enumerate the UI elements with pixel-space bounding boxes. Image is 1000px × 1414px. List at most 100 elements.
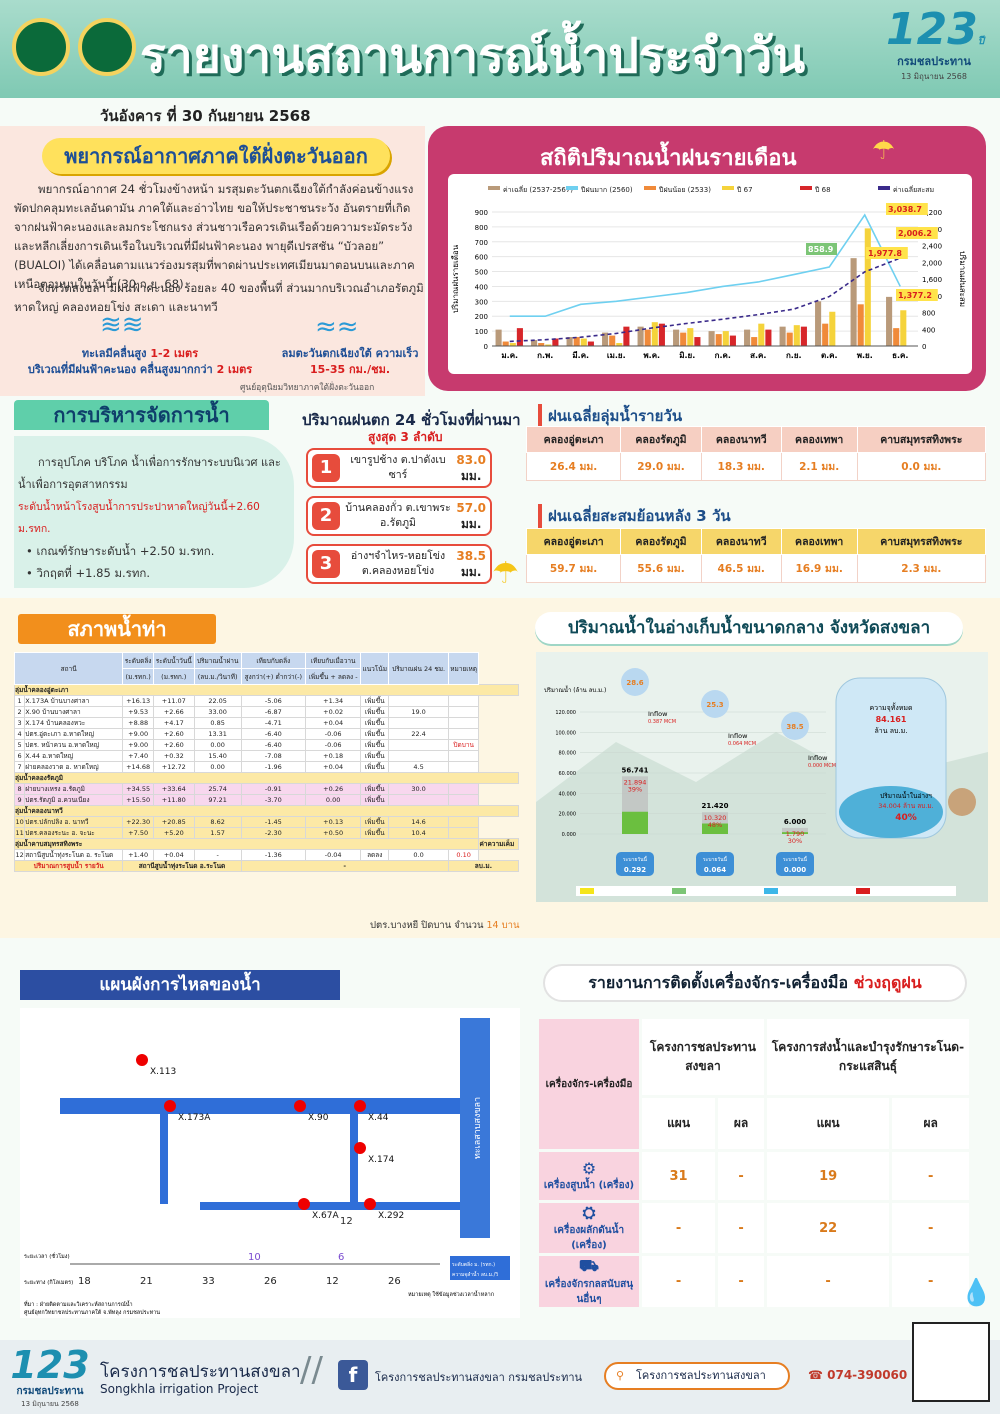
row-label-time: ระยะเวลา (ชั่วโมง) [24, 1252, 70, 1260]
bar [516, 328, 523, 346]
facebook-page-link[interactable]: โครงการชลประทานสงขลา กรมชลประทาน [375, 1371, 583, 1384]
basin-value: 46.5 มม. [700, 554, 782, 583]
bar [495, 329, 502, 346]
dock-cell: 0.00 [305, 794, 362, 806]
legend-swatch [488, 186, 500, 190]
th-basin: คาบสมุทรสทิงพระ [856, 528, 987, 555]
annotation-label: 1,977.8 [868, 249, 902, 258]
dock-cell: 30.0 [388, 783, 449, 795]
bar [864, 228, 871, 346]
bar [800, 326, 807, 346]
station-marker [354, 1100, 366, 1112]
dock-cell: 4.5 [388, 761, 449, 773]
volume-label: 10.320 [704, 814, 727, 822]
th-station: สถานี [13, 652, 124, 685]
rain24-title: ปริมาณฝนตก 24 ชั่วโมงที่ผ่านมา [302, 411, 521, 429]
dock-cell: 0.0 [388, 849, 449, 861]
th-unit: (ม.รทก.) [152, 668, 195, 685]
dock-cell: +0.50 [305, 827, 362, 839]
dock-cell: -0.04 [305, 849, 362, 861]
y2-tick-label: 800 [922, 310, 935, 318]
inflow-label: Inflow [648, 710, 668, 718]
dock-cell [388, 794, 449, 806]
rain-label: 28.6 [626, 679, 643, 687]
dock-cell: +2.66 [152, 706, 195, 718]
dock-cell: +0.04 [152, 849, 195, 861]
rain24-subtitle: สูงสุด 3 ลำดับ [368, 430, 443, 444]
dock-group-row: ลุ่มน้ำคลองรัตภูมิ [14, 772, 519, 784]
y-tick-label: 0 [484, 343, 488, 351]
dock-row: 7 ฝายคลองวาด อ. หาดใหญ่ +14.68 +12.72 0.00 -1… [13, 761, 519, 773]
distance-value: 26 [264, 1276, 277, 1287]
dock-cell: เพิ่มขึ้น [360, 739, 390, 751]
basin-value: 55.6 มม. [620, 554, 702, 583]
distance-value: 12 [326, 1276, 339, 1287]
management-title: การบริหารจัดการน้ำ [14, 400, 269, 430]
reservoir-volume-bar [702, 823, 728, 834]
basin-value: 2.1 มม. [780, 452, 858, 481]
machine-value: 22 [766, 1203, 890, 1253]
dock-row: 2 X.90 บ้านบางศาลา +9.53 +2.66 33.00 -6.87 +0.… [13, 706, 519, 718]
bar [566, 337, 573, 346]
volume-label: 21.894 [624, 778, 647, 786]
y-tick-label: 800 [475, 224, 488, 232]
dock-cell: ปตร.รัตภูมิ อ.ควนเนียง [24, 794, 124, 806]
legend-swatch [764, 888, 778, 894]
station-marker [164, 1100, 176, 1112]
dock-cell [447, 761, 480, 773]
bar [580, 338, 587, 346]
reservoir-title: ปริมาณน้ำในอ่างเก็บน้ำขนาดกลาง จังหวัดสง… [535, 612, 963, 644]
dock-group-name: ลุ่มน้ำคาบสมุทรสทิงพระ [13, 838, 480, 850]
footer-project-name-en: Songkhla irrigation Project [100, 1382, 259, 1396]
dock-cell: +12.72 [152, 761, 195, 773]
y-axis-label: ปริมาณฝนรายเดือน [451, 244, 460, 313]
release-label: ระบายวันนี้ [703, 854, 728, 863]
station-marker [298, 1198, 310, 1210]
th-basin: คลองนาทวี [700, 528, 782, 555]
y2-tick-label: 0 [922, 343, 926, 351]
water-pusher-icon: ⛭ [582, 1203, 596, 1222]
result-header: ผล [892, 1097, 969, 1149]
bar [587, 341, 594, 346]
dock-group-name: ลุ่มน้ำคลองนาทวี [14, 805, 519, 817]
report-date: วันอังคาร ที่ 30 กันยายน 2568 [100, 107, 311, 125]
x-tick-label: ธ.ค. [892, 351, 908, 360]
dock-cell: เพิ่มขึ้น [360, 706, 390, 718]
release-box [696, 852, 734, 876]
dock-cell: -0.91 [240, 783, 307, 795]
legend-box [450, 1256, 510, 1280]
dock-cell: +11.07 [152, 695, 195, 707]
basin-value: 16.9 มม. [780, 554, 858, 583]
y-tick-label: 500 [475, 269, 488, 277]
bar [708, 331, 715, 346]
rain-cloud-icon [621, 668, 649, 696]
dock-cell: 0.00 [193, 761, 242, 773]
th-flow: ปริมาณน้ำผ่าน [193, 652, 242, 669]
dock-cell [447, 706, 480, 718]
dock-cell: 97.21 [193, 794, 242, 806]
basin-3day-title: ฝนเฉลี่ยสะสมย้อนหลัง 3 วัน [538, 504, 731, 528]
dock-cell: 0.10 [447, 849, 480, 861]
qr-code[interactable] [912, 1322, 990, 1402]
annotation-box [886, 203, 928, 215]
machine-value: - [718, 1256, 764, 1307]
dock-row: 3 X.174 บ้านคลองหวะ +8.88 +4.17 0.85 -4.71 +0.… [13, 717, 519, 729]
reservoir-volume-bar [622, 811, 648, 834]
bar [900, 310, 907, 346]
dock-cell: ฝายบางเหรง อ.รัตภูมิ [24, 783, 124, 795]
management-text: การอุปโภค บริโภค น้ำเพื่อการรักษาระบบนิเ… [18, 452, 294, 584]
facebook-icon[interactable]: f [338, 1360, 368, 1390]
release-label: ระบายวันนี้ [783, 854, 808, 863]
branch-channel [350, 1114, 358, 1204]
bar [829, 311, 836, 346]
release-value: 0.064 [704, 866, 726, 874]
mid-distance: 12 [340, 1216, 353, 1227]
legend-label: ปี 68 [815, 186, 831, 194]
bar [694, 337, 701, 346]
bar [758, 323, 765, 346]
search-box[interactable]: ⚲ โครงการชลประทานสงขลา [604, 1362, 790, 1390]
phone-number[interactable]: ☎ 074-390060 [808, 1368, 908, 1382]
dock-title: สภาพน้ำท่า [18, 614, 216, 644]
annotation-label: 2,006.2 [898, 229, 932, 238]
reservoir-capacity-bar [782, 827, 808, 834]
